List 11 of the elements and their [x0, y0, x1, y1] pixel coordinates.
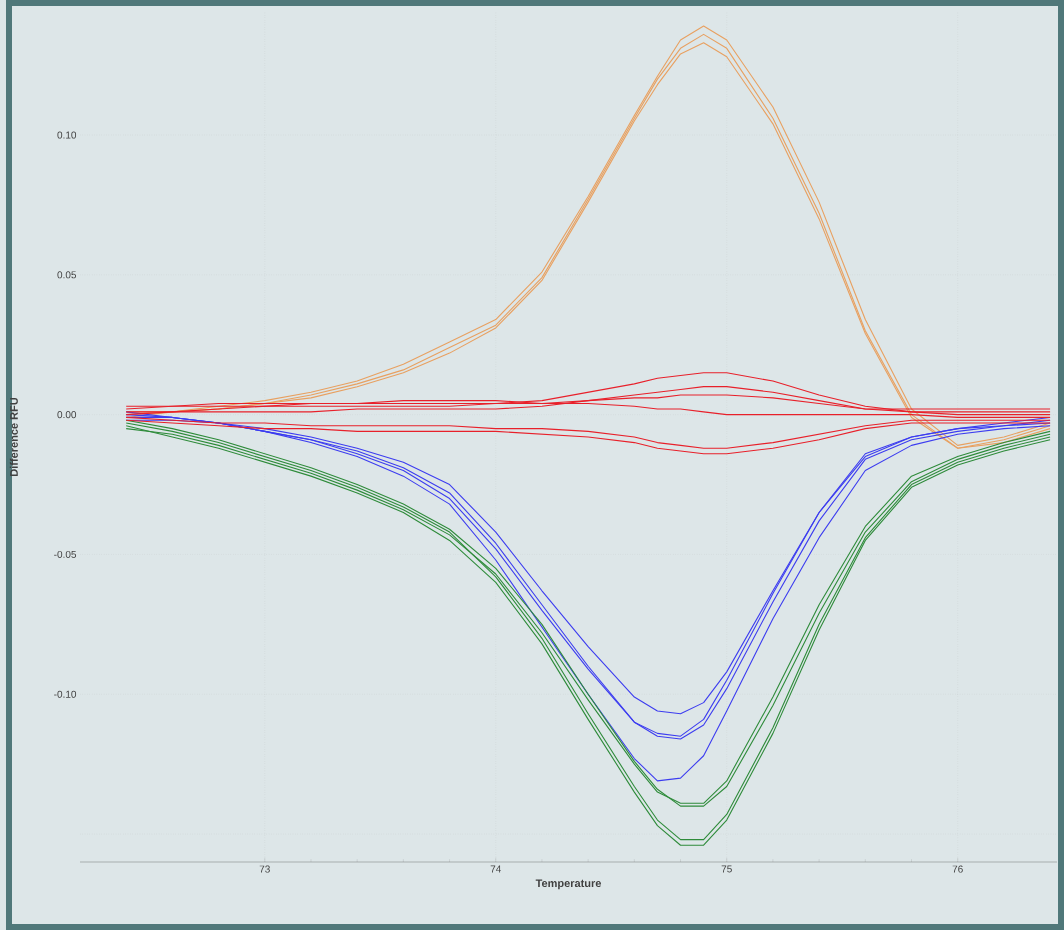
x-axis-title: Temperature [535, 879, 602, 890]
x-tick-label: 74 [490, 865, 502, 873]
y-tick-label: 0.10 [57, 131, 77, 139]
x-tick-label: 76 [952, 865, 963, 873]
y-tick-label: -0.10 [54, 690, 77, 698]
y-tick-label: -0.05 [54, 550, 77, 558]
y-tick-label: 0.05 [57, 271, 77, 279]
y-axis-title: Difference RFU [9, 397, 18, 476]
x-tick-label: 75 [721, 865, 732, 873]
x-tick-label: 73 [259, 865, 270, 873]
y-tick-label: 0.00 [57, 411, 77, 419]
